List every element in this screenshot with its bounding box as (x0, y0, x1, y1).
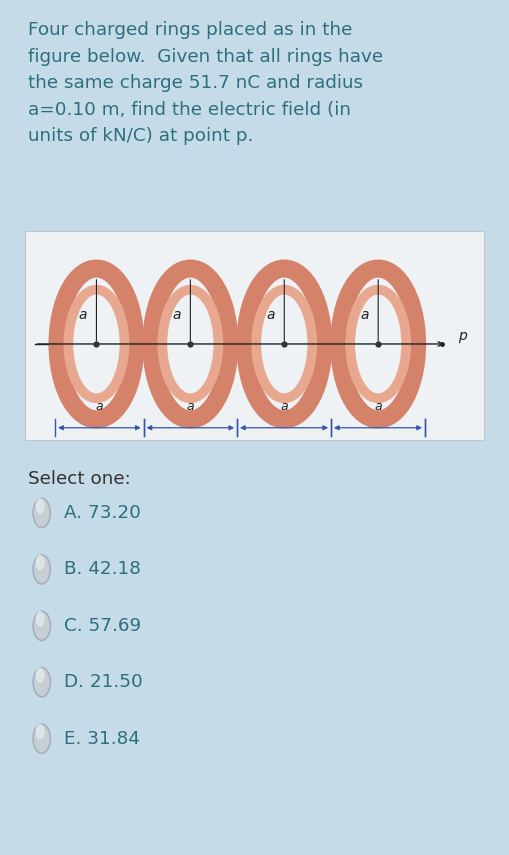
Text: E. 31.84: E. 31.84 (64, 729, 139, 748)
Text: a: a (78, 309, 87, 322)
Bar (25, 231, 484, 440)
Text: p: p (458, 328, 467, 343)
Text: a: a (266, 309, 275, 322)
Circle shape (36, 555, 45, 570)
Circle shape (36, 668, 45, 683)
Text: Four charged rings placed as in the
figure below.  Given that all rings have
the: Four charged rings placed as in the figu… (28, 21, 383, 145)
Text: a: a (187, 400, 194, 413)
Text: Select one:: Select one: (28, 470, 131, 488)
Circle shape (36, 611, 45, 627)
Text: a: a (280, 400, 288, 413)
Text: a: a (374, 400, 382, 413)
Text: a: a (360, 309, 369, 322)
Circle shape (36, 724, 45, 740)
Circle shape (33, 611, 50, 640)
Circle shape (33, 555, 50, 584)
Text: B. 42.18: B. 42.18 (64, 560, 140, 579)
Text: A. 73.20: A. 73.20 (64, 504, 140, 522)
Text: a: a (173, 309, 181, 322)
Circle shape (33, 668, 50, 697)
Circle shape (33, 724, 50, 753)
Circle shape (36, 498, 45, 514)
Circle shape (33, 498, 50, 528)
Text: D. 21.50: D. 21.50 (64, 673, 143, 692)
Text: a: a (96, 400, 103, 413)
Text: C. 57.69: C. 57.69 (64, 616, 141, 635)
